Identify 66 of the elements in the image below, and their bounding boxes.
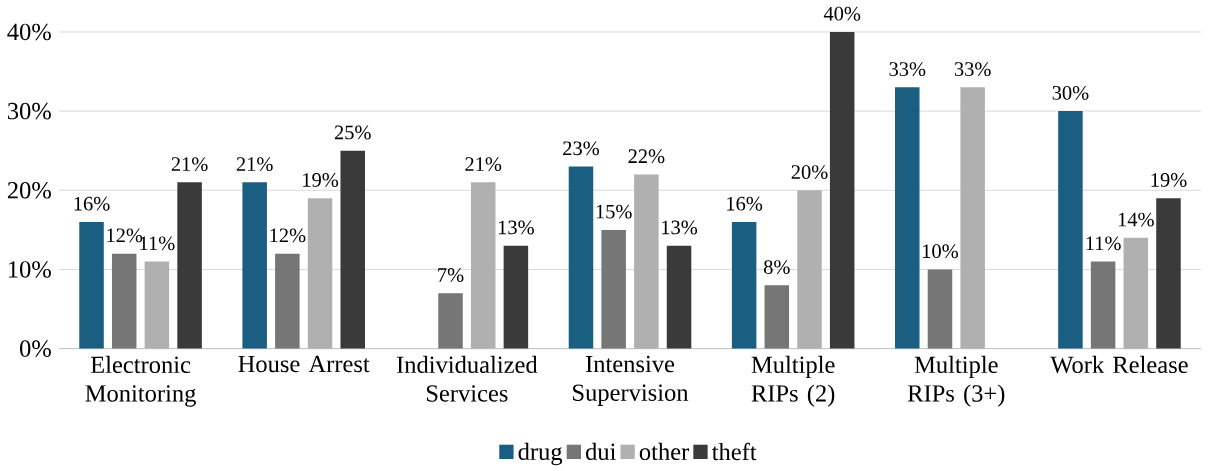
y-tick-label: 30% — [8, 102, 51, 120]
data-label: 7% — [438, 267, 464, 282]
bar — [1058, 111, 1083, 349]
data-label: 13% — [662, 220, 698, 235]
y-tick-label: 10% — [8, 261, 51, 278]
x-tick-label: Intensive Supervision — [573, 355, 689, 406]
data-label: 21% — [171, 157, 208, 171]
data-label: 21% — [236, 157, 273, 171]
data-label: 15% — [596, 204, 632, 219]
x-tick-label: Multiple RIPs (3+) — [907, 355, 1005, 407]
data-label: 40% — [823, 6, 861, 21]
bar — [797, 190, 822, 349]
legend-label: theft — [711, 442, 757, 461]
bar — [470, 182, 496, 349]
bar — [666, 245, 692, 349]
bar — [829, 31, 855, 349]
bar — [960, 87, 985, 349]
legend-label: dui — [585, 442, 616, 460]
bar — [340, 150, 365, 349]
data-label: 30% — [1052, 85, 1089, 100]
bar — [927, 269, 953, 349]
data-label: 8% — [763, 260, 790, 274]
x-tick-label: Work Release — [1050, 355, 1188, 374]
bar — [503, 245, 529, 349]
bar — [634, 174, 659, 349]
y-tick-label: 20% — [7, 181, 51, 199]
y-tick-label: 0% — [20, 340, 51, 357]
bar — [79, 221, 104, 349]
bar — [731, 221, 757, 349]
bar — [307, 198, 333, 349]
bar — [111, 253, 137, 349]
data-label: 33% — [954, 62, 991, 76]
bar — [601, 229, 626, 349]
legend-label: other — [639, 442, 690, 460]
bar — [895, 87, 920, 349]
bar — [1090, 261, 1116, 349]
data-label: 33% — [889, 62, 926, 76]
y-tick-label: 40% — [7, 23, 51, 41]
data-label: 25% — [334, 125, 371, 140]
data-label: 19% — [303, 172, 339, 187]
data-label: 11% — [1086, 236, 1121, 251]
bar — [438, 293, 463, 349]
data-label: 16% — [727, 196, 763, 211]
data-label: 16% — [74, 196, 110, 211]
bar — [177, 182, 202, 349]
legend-label: drug — [518, 442, 563, 466]
data-label: 14% — [1118, 212, 1154, 227]
x-tick-label: House Arrest — [238, 355, 370, 373]
bar — [1123, 237, 1149, 349]
data-label: 19% — [1151, 172, 1187, 187]
data-label: 13% — [498, 220, 534, 235]
data-label: 22% — [628, 149, 665, 164]
bar — [568, 166, 594, 349]
data-label: 21% — [465, 157, 502, 171]
bar — [764, 285, 790, 349]
bar — [275, 253, 300, 349]
bar — [144, 261, 170, 349]
data-label: 23% — [563, 141, 600, 156]
bar — [242, 182, 267, 349]
x-tick-label: Individualized Services — [396, 355, 538, 402]
data-label: 20% — [791, 165, 828, 179]
data-label: 12% — [270, 228, 306, 243]
bar — [1156, 198, 1181, 349]
x-tick-label: Electronic Monitoring — [85, 355, 196, 407]
x-tick-label: Multiple RIPs (2) — [751, 355, 835, 407]
data-label: 10% — [923, 244, 959, 259]
